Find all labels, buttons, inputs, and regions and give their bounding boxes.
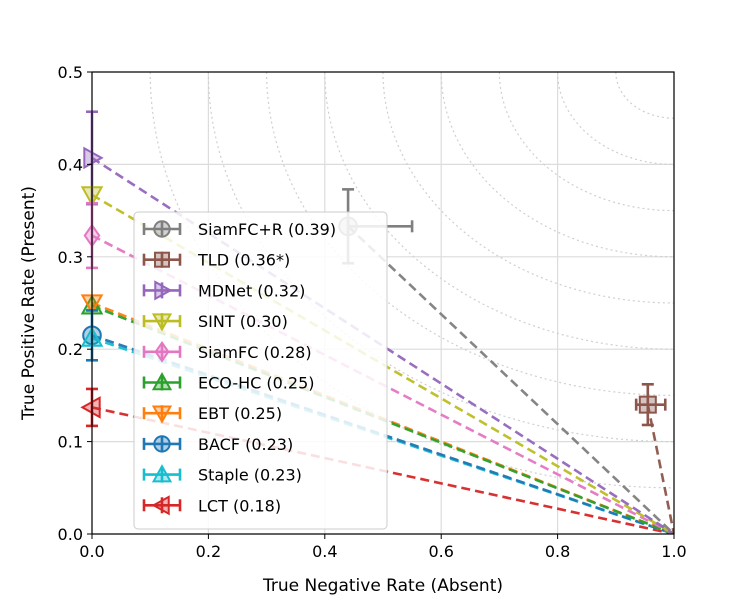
legend-marker bbox=[151, 495, 170, 516]
x-tick-label: 0.4 bbox=[312, 542, 337, 561]
y-tick-label: 0.0 bbox=[58, 525, 83, 544]
data-point bbox=[638, 395, 657, 414]
y-tick-label: 0.3 bbox=[58, 248, 83, 267]
legend-label: Staple (0.23) bbox=[198, 466, 302, 485]
data-point bbox=[83, 146, 104, 170]
legend-box bbox=[133, 211, 388, 530]
legend-label: BACF (0.23) bbox=[198, 435, 293, 454]
legend-label: SiamFC (0.28) bbox=[198, 343, 312, 362]
y-tick-label: 0.5 bbox=[58, 63, 83, 82]
iso-contour bbox=[615, 72, 674, 119]
legend-marker bbox=[151, 313, 173, 332]
legend-label: EBT (0.25) bbox=[198, 404, 282, 423]
legend-label: ECO-HC (0.25) bbox=[198, 374, 315, 393]
x-tick-label: 0.6 bbox=[428, 542, 453, 561]
series-dashed-line bbox=[347, 225, 674, 534]
axis-ticks: 0.0 0.2 0.4 0.6 0.8 1.0 0.0 0.1 0.2 0.3 0.4 0.5 bbox=[58, 63, 687, 561]
iso-contour bbox=[149, 72, 674, 489]
legend-entry: SiamFC+R (0.39) bbox=[142, 220, 336, 239]
legend-marker bbox=[151, 405, 173, 424]
legend-entry: EBT (0.25) bbox=[142, 404, 282, 424]
legend-entry: SINT (0.30) bbox=[142, 312, 288, 332]
y-tick-label: 0.2 bbox=[58, 340, 83, 359]
legend-marker bbox=[154, 251, 170, 268]
iso-contour bbox=[498, 72, 674, 212]
data-point bbox=[80, 396, 101, 419]
legend-marker bbox=[151, 372, 173, 391]
legend-entry: Staple (0.23) bbox=[142, 464, 302, 485]
legend-entry: SiamFC (0.28) bbox=[142, 340, 312, 363]
legend-entry: BACF (0.23) bbox=[142, 435, 293, 454]
series-point-group bbox=[80, 387, 101, 428]
legend-entry: ECO-HC (0.25) bbox=[142, 372, 315, 393]
legend-label: MDNet (0.32) bbox=[198, 281, 305, 300]
legend-marker bbox=[153, 435, 171, 453]
plot-frame bbox=[91, 71, 675, 535]
legend-label: SINT (0.30) bbox=[198, 312, 288, 331]
x-tick-label: 0.2 bbox=[196, 542, 221, 561]
legend-marker bbox=[153, 220, 171, 238]
x-tick-label: 1.0 bbox=[661, 542, 686, 561]
y-axis-title: True Positive Rate (Present) bbox=[19, 186, 39, 421]
legend-marker bbox=[154, 280, 173, 301]
legend-entry: TLD (0.36*) bbox=[142, 251, 290, 270]
legend-entry: MDNet (0.32) bbox=[142, 280, 305, 301]
iso-contour bbox=[440, 72, 674, 258]
legend: SiamFC+R (0.39) TLD (0.36*) MDNet (0.32) SI… bbox=[133, 211, 388, 530]
x-tick-label: 0.8 bbox=[545, 542, 570, 561]
iso-contour bbox=[557, 72, 674, 165]
y-tick-label: 0.4 bbox=[58, 155, 83, 174]
legend-marker bbox=[151, 464, 173, 483]
series-point-group bbox=[634, 383, 667, 427]
legend-label: SiamFC+R (0.39) bbox=[198, 220, 336, 239]
legend-label: TLD (0.36*) bbox=[197, 251, 290, 270]
iso-contour bbox=[382, 72, 674, 304]
legend-entry: LCT (0.18) bbox=[142, 495, 281, 516]
legend-label: LCT (0.18) bbox=[198, 496, 281, 515]
legend-marker bbox=[154, 340, 170, 363]
x-tick-label: 0.0 bbox=[79, 542, 104, 561]
x-axis-title: True Negative Rate (Absent) bbox=[262, 576, 503, 596]
y-tick-label: 0.1 bbox=[58, 433, 83, 452]
